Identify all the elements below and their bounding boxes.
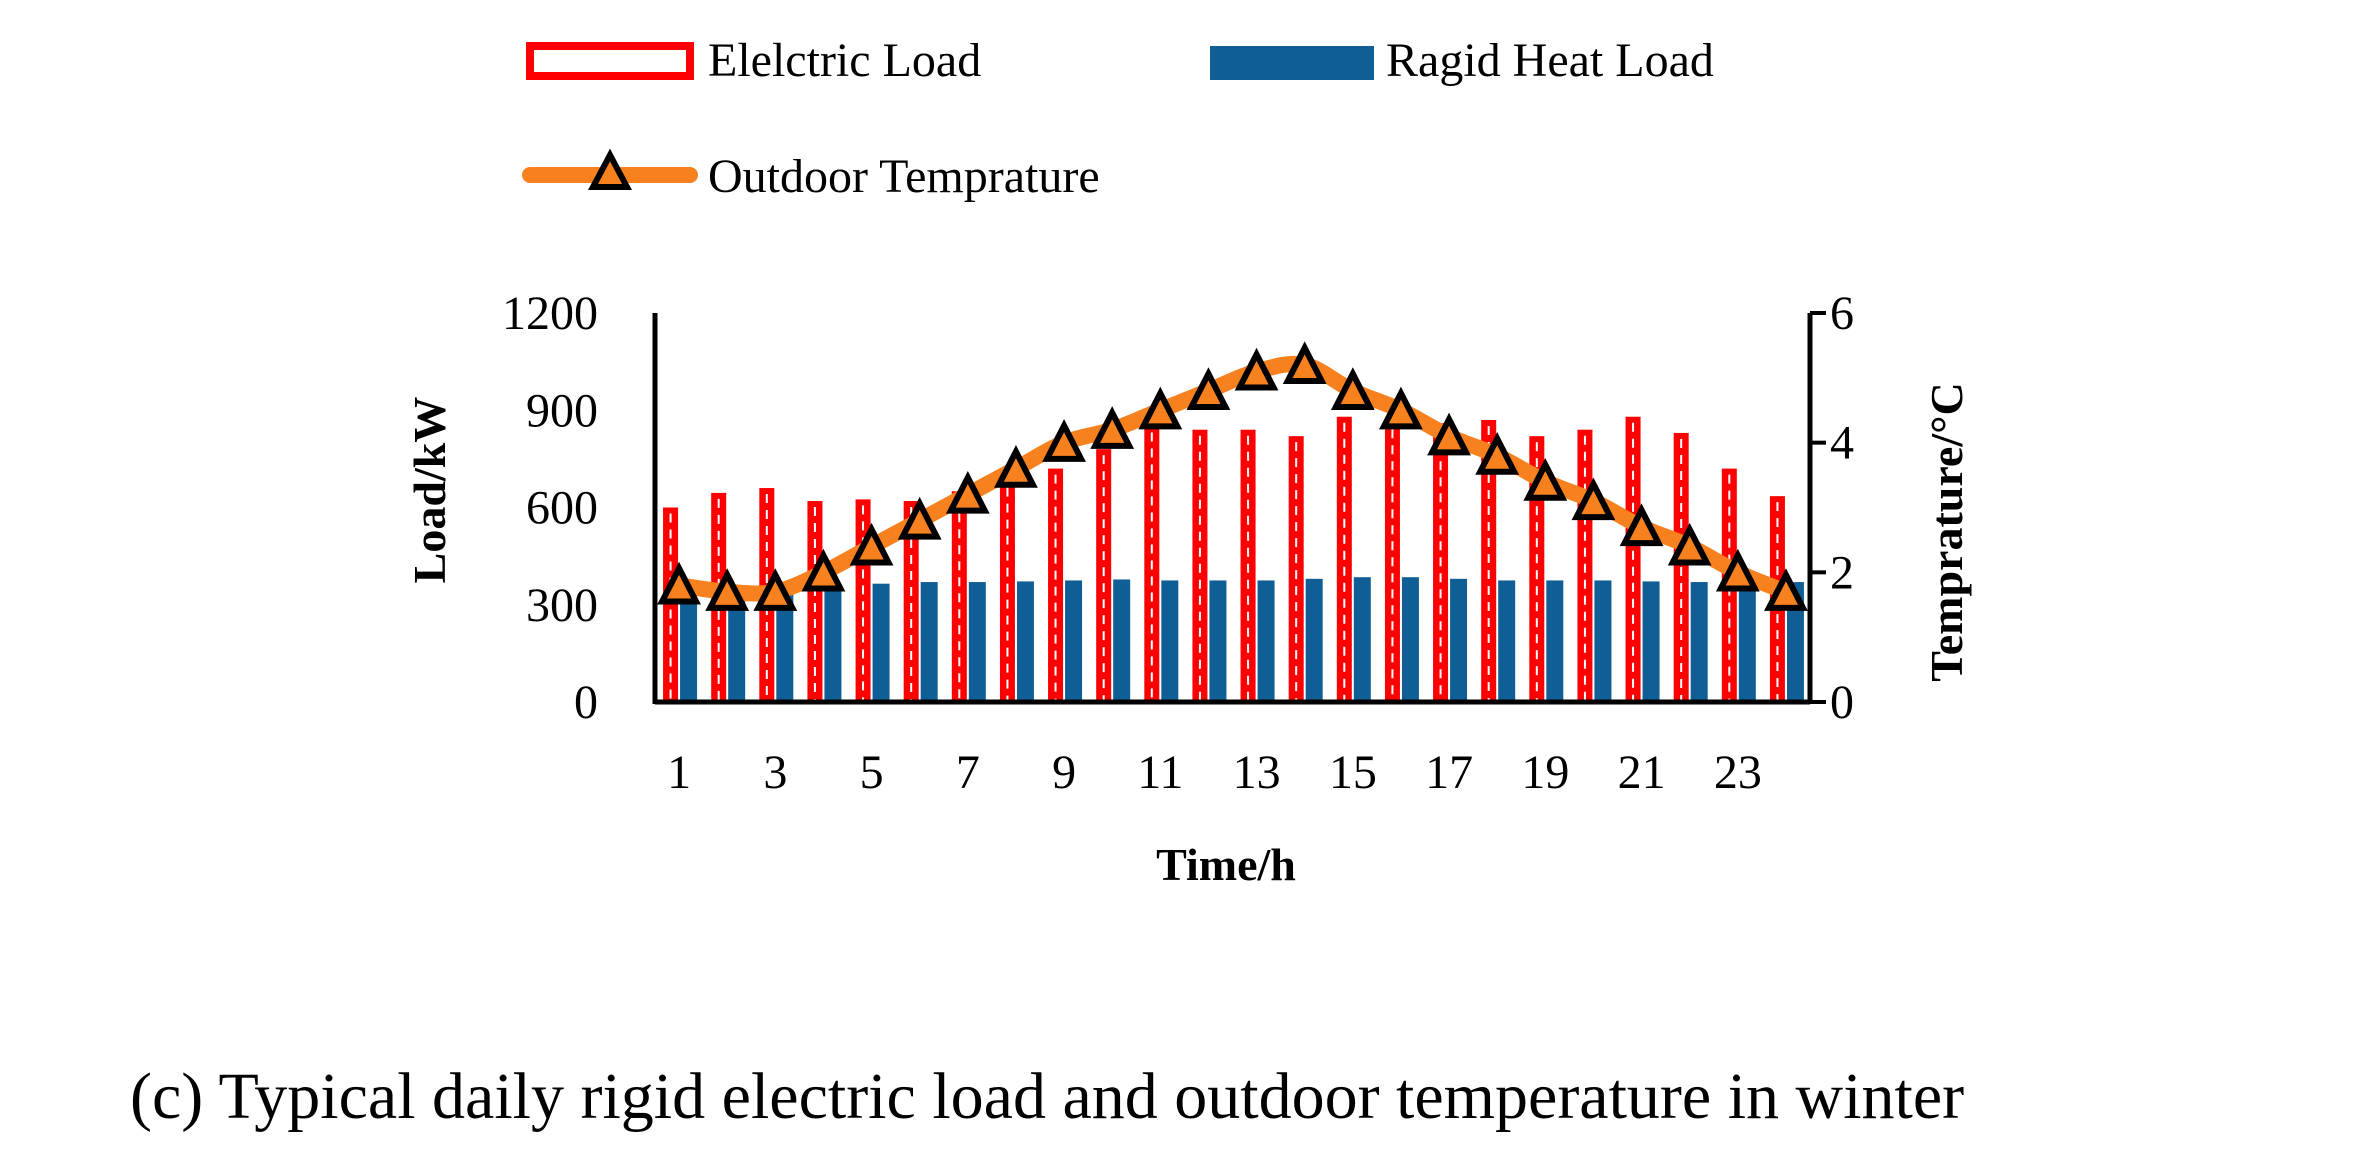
heat-bar xyxy=(1498,580,1516,702)
heat-bar xyxy=(1353,577,1371,702)
x-tick-label: 11 xyxy=(1137,746,1183,799)
heat-bar xyxy=(1016,581,1034,702)
heat-bar xyxy=(1594,580,1612,702)
y-left-tick-label: 900 xyxy=(526,384,598,437)
heat-bar xyxy=(1738,582,1756,702)
figure-caption: (c) Typical daily rigid electric load an… xyxy=(130,1060,1964,1133)
legend-electric-swatch xyxy=(526,42,694,80)
heat-bar xyxy=(1257,580,1275,702)
y-left-tick-label: 0 xyxy=(574,676,598,729)
y-right-tick-label: 0 xyxy=(1830,676,1854,729)
electric-bar xyxy=(1529,436,1545,702)
temperature-marker xyxy=(1523,457,1568,501)
legend-electric-label: Elelctric Load xyxy=(708,34,981,87)
heat-bar xyxy=(1690,582,1708,702)
heat-bar xyxy=(680,591,698,702)
electric-bar xyxy=(903,501,919,702)
temperature-marker xyxy=(1619,503,1664,547)
x-tick-label: 1 xyxy=(667,746,691,799)
temperature-marker xyxy=(657,561,701,605)
temperature-marker xyxy=(1764,568,1808,611)
legend-temperature-label: Outdoor Temprature xyxy=(708,150,1100,203)
heat-bar xyxy=(1546,580,1564,702)
y-right-tick-label: 6 xyxy=(1830,287,1854,340)
temperature-marker xyxy=(1234,347,1279,391)
heat-bar xyxy=(1450,578,1468,702)
temperature-marker xyxy=(753,568,798,611)
heat-bar xyxy=(1209,580,1227,702)
temperature-marker xyxy=(1571,477,1616,521)
temperature-marker xyxy=(1042,419,1086,462)
y-right-axis-title: Temprature/°C xyxy=(1921,382,1972,682)
x-tick-label: 13 xyxy=(1233,746,1281,799)
y-left-axis-title: Load/kW xyxy=(404,397,455,584)
legend-heat-label: Ragid Heat Load xyxy=(1386,34,1714,87)
temperature-marker xyxy=(945,470,990,514)
x-tick-label: 23 xyxy=(1714,746,1762,799)
temperature-marker xyxy=(849,522,894,566)
temperature-marker xyxy=(1475,432,1520,475)
y-left-tick-label: 600 xyxy=(526,482,598,535)
x-tick-label: 7 xyxy=(956,746,980,799)
temperature-marker xyxy=(1330,367,1375,410)
x-axis-title: Time/h xyxy=(1156,839,1296,890)
legend-temperature-marker xyxy=(588,148,632,190)
x-tick-label: 19 xyxy=(1521,746,1569,799)
heat-bar xyxy=(824,585,842,702)
heat-bar xyxy=(1786,582,1804,702)
y-right-tick-label: 4 xyxy=(1830,417,1854,470)
x-tick-label: 3 xyxy=(763,746,787,799)
x-tick-label: 5 xyxy=(860,746,884,799)
heat-bar xyxy=(968,582,986,702)
heat-bar xyxy=(776,586,794,702)
electric-bar xyxy=(1288,436,1304,702)
temperature-marker xyxy=(1379,386,1423,430)
legend-heat-swatch xyxy=(1210,46,1374,80)
temperature-marker xyxy=(994,445,1038,488)
heat-bar xyxy=(1161,580,1179,702)
temperature-marker xyxy=(1090,406,1135,449)
y-right-tick-label: 2 xyxy=(1830,546,1854,599)
heat-bar xyxy=(872,583,890,702)
y-left-tick-label: 300 xyxy=(526,579,598,632)
x-tick-label: 21 xyxy=(1618,746,1666,799)
x-tick-label: 15 xyxy=(1329,746,1377,799)
electric-bar xyxy=(1048,468,1064,702)
temperature-marker xyxy=(1186,367,1231,410)
legend: Elelctric Load Ragid Heat Load Outdoor T… xyxy=(522,34,1714,203)
heat-bar xyxy=(1305,578,1323,702)
y-left-tick-label: 1200 xyxy=(502,287,598,340)
heat-bar xyxy=(1401,577,1419,702)
temperature-marker xyxy=(1427,412,1471,456)
heat-bar xyxy=(1642,581,1660,702)
temperature-marker xyxy=(705,568,750,611)
x-tick-label: 9 xyxy=(1052,746,1076,799)
heat-bar xyxy=(1113,579,1131,702)
temperature-marker xyxy=(1667,522,1712,566)
electric-bar xyxy=(807,501,823,702)
temperature-marker xyxy=(1715,548,1760,592)
x-tick-label: 17 xyxy=(1425,746,1473,799)
electric-bar xyxy=(663,507,679,702)
temperature-marker xyxy=(1282,341,1327,385)
temperature-marker xyxy=(1138,386,1183,430)
temperature-series xyxy=(657,341,1808,611)
temperature-marker xyxy=(897,496,942,540)
heat-bar xyxy=(920,582,938,702)
temperature-line xyxy=(671,355,1794,602)
temperature-marker xyxy=(801,548,846,592)
heat-bar xyxy=(728,586,746,702)
heat-bar xyxy=(1065,580,1083,702)
